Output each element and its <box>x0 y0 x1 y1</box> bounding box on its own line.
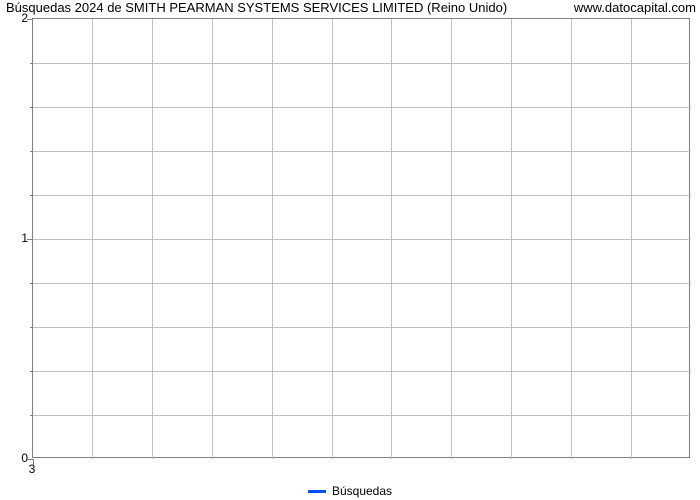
gridline-h <box>33 107 691 108</box>
chart-title: Búsquedas 2024 de SMITH PEARMAN SYSTEMS … <box>6 1 507 15</box>
gridline-v <box>92 19 93 459</box>
y-minor-tick <box>30 151 33 152</box>
chart-container: Búsquedas 2024 de SMITH PEARMAN SYSTEMS … <box>0 0 700 500</box>
gridline-h <box>33 63 691 64</box>
y-tick-label: 1 <box>6 231 28 245</box>
legend: Búsquedas <box>0 482 700 499</box>
gridline-h <box>33 195 691 196</box>
gridline-v <box>451 19 452 459</box>
gridline-h <box>33 371 691 372</box>
y-tick-label: 0 <box>6 451 28 465</box>
y-minor-tick <box>30 283 33 284</box>
gridline-v <box>332 19 333 459</box>
gridline-v <box>152 19 153 459</box>
y-minor-tick <box>30 195 33 196</box>
gridline-v <box>511 19 512 459</box>
gridline-h <box>33 415 691 416</box>
gridline-h <box>33 239 691 240</box>
x-tick <box>33 459 34 465</box>
y-minor-tick <box>30 63 33 64</box>
plot-area <box>32 18 690 458</box>
y-tick <box>27 19 33 20</box>
gridline-v <box>212 19 213 459</box>
legend-label: Búsquedas <box>332 484 392 498</box>
y-minor-tick <box>30 415 33 416</box>
gridline-h <box>33 283 691 284</box>
y-minor-tick <box>30 371 33 372</box>
y-tick <box>27 239 33 240</box>
gridline-v <box>571 19 572 459</box>
source-label: www.datocapital.com <box>574 1 696 15</box>
legend-swatch <box>308 490 326 493</box>
gridline-v <box>631 19 632 459</box>
gridline-h <box>33 327 691 328</box>
gridline-v <box>272 19 273 459</box>
y-minor-tick <box>30 107 33 108</box>
gridline-h <box>33 151 691 152</box>
y-minor-tick <box>30 327 33 328</box>
legend-item: Búsquedas <box>308 484 392 498</box>
y-tick-label: 2 <box>6 11 28 25</box>
gridline-v <box>391 19 392 459</box>
